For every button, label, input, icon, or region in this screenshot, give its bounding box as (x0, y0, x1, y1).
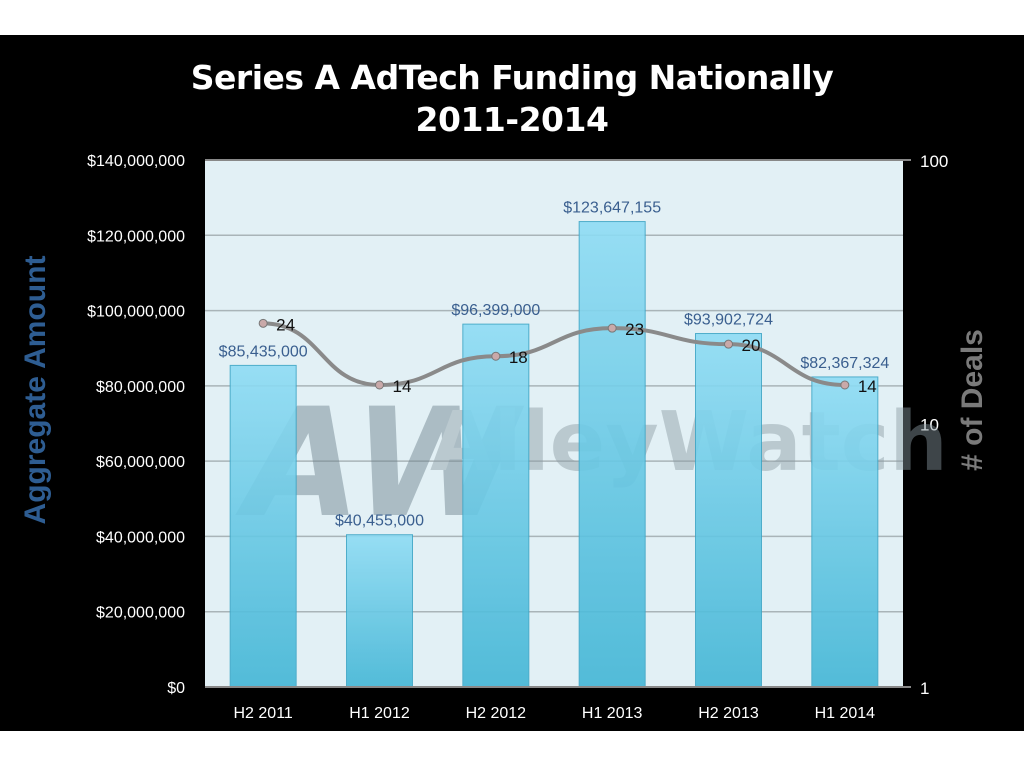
bar-label: $85,435,000 (219, 343, 308, 360)
bar-label: $123,647,155 (563, 200, 661, 217)
bar (695, 333, 762, 688)
deals-label: 18 (509, 348, 528, 367)
y-tick-left: $60,000,000 (96, 454, 185, 471)
bar (578, 221, 646, 688)
deals-label: 24 (276, 315, 295, 334)
deals-point (607, 323, 617, 333)
bar-label: $93,902,724 (684, 312, 773, 329)
x-tick: H2 2011 (234, 705, 293, 722)
x-tick: H2 2013 (698, 705, 759, 722)
chart-title-line2: 2011-2014 (415, 100, 609, 139)
y-tick-left: $0 (167, 680, 185, 697)
deals-point (840, 380, 850, 390)
plot-area (205, 160, 903, 687)
y-tick-left: $40,000,000 (96, 529, 185, 546)
y-axis-title-right: # of Deals (956, 329, 989, 471)
x-tick: H2 2012 (466, 705, 527, 722)
y-tick-right: 10 (920, 416, 939, 435)
bar-label: $96,399,000 (451, 302, 540, 319)
bar-label: $82,367,324 (800, 355, 889, 372)
bar (462, 323, 530, 688)
bar (229, 364, 297, 688)
deals-point (375, 380, 384, 390)
deals-point (258, 318, 268, 328)
y-axis-title-left: Aggregate Amount (19, 256, 52, 525)
x-tick: H1 2014 (815, 705, 876, 722)
chart-title: Series A AdTech Funding Nationally 2011-… (0, 57, 1024, 141)
x-tick: H1 2013 (582, 705, 643, 722)
y-tick-left: $120,000,000 (87, 228, 185, 245)
deals-point (491, 351, 501, 361)
bar (811, 376, 879, 688)
y-tick-left: $100,000,000 (87, 304, 185, 321)
deals-line (263, 321, 845, 387)
deals-point (724, 339, 733, 349)
bar (346, 534, 413, 688)
y-tick-left: $140,000,000 (87, 153, 185, 170)
y-tick-left: $80,000,000 (96, 379, 185, 396)
deals-label: 20 (742, 336, 761, 355)
chart-title-line1: Series A AdTech Funding Nationally (190, 58, 834, 97)
deals-label: 23 (625, 320, 644, 339)
y-tick-right: 100 (920, 152, 948, 171)
y-tick-left: $20,000,000 (96, 605, 185, 622)
deals-label: 14 (393, 377, 412, 396)
deals-label: 14 (858, 377, 877, 396)
y-tick-right: 1 (920, 679, 929, 698)
bar-label: $40,455,000 (335, 513, 424, 530)
x-tick: H1 2012 (349, 705, 410, 722)
